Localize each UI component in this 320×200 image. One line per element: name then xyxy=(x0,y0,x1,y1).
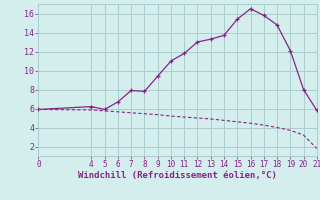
X-axis label: Windchill (Refroidissement éolien,°C): Windchill (Refroidissement éolien,°C) xyxy=(78,171,277,180)
